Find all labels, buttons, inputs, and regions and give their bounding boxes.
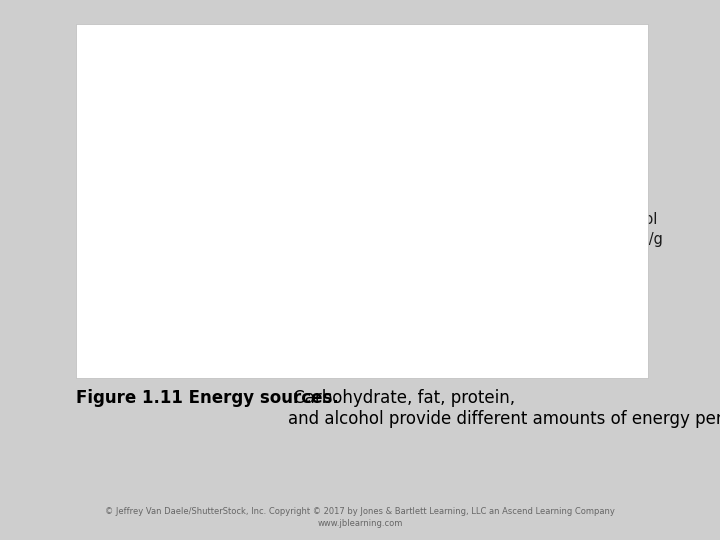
- Text: Energy: Energy: [330, 226, 393, 240]
- Text: Figure 1.11 Energy sources.: Figure 1.11 Energy sources.: [76, 389, 338, 407]
- Text: Carbohydrate, fat, protein,
and alcohol provide different amounts of energy per : Carbohydrate, fat, protein, and alcohol …: [288, 389, 720, 428]
- Polygon shape: [322, 193, 402, 270]
- Text: Protein
4 kcal/g: Protein 4 kcal/g: [534, 71, 591, 105]
- Text: Lipids
9 kcal/g: Lipids 9 kcal/g: [99, 212, 156, 247]
- Polygon shape: [340, 210, 384, 252]
- Text: Carbohydrate
4 kcal/g: Carbohydrate 4 kcal/g: [312, 38, 412, 73]
- Text: Alcohol
7 kcal/g: Alcohol 7 kcal/g: [605, 212, 663, 247]
- Text: © Jeffrey Van Daele/ShutterStock, Inc. Copyright © 2017 by Jones & Bartlett Lear: © Jeffrey Van Daele/ShutterStock, Inc. C…: [105, 507, 615, 528]
